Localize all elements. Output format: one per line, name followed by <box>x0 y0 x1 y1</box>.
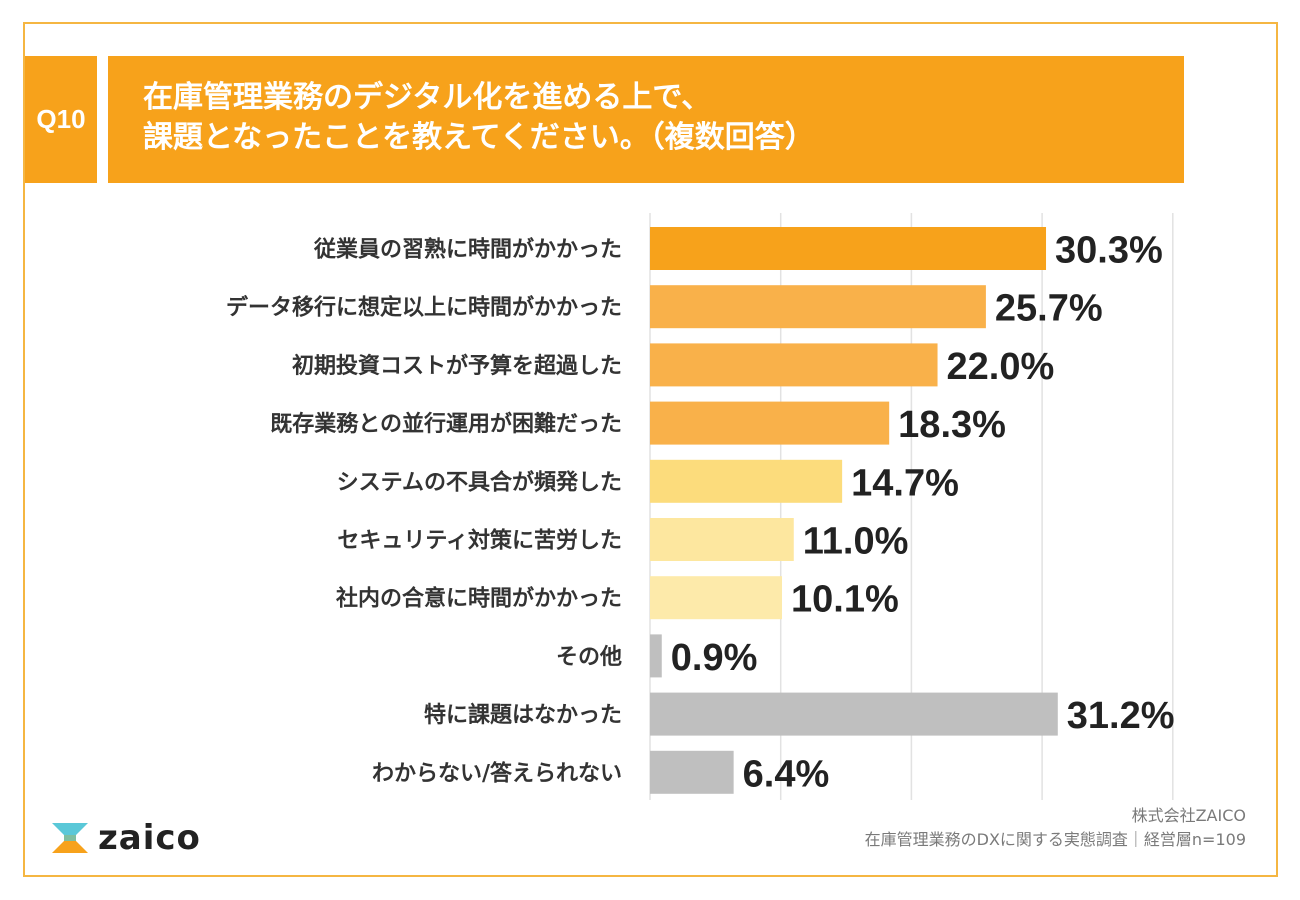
value-label: 10.1% <box>791 579 899 621</box>
bar <box>650 750 734 794</box>
value-label: 22.0% <box>947 346 1055 388</box>
question-title-line-1: 在庫管理業務のデジタル化を進める上で、 <box>143 80 712 115</box>
bar <box>650 343 938 387</box>
value-label: 6.4% <box>743 753 830 795</box>
bar <box>650 227 1047 270</box>
category-label: わからない/答えられない <box>372 760 622 786</box>
value-label: 25.7% <box>995 288 1103 330</box>
category-label: その他 <box>556 645 622 670</box>
bar <box>650 401 890 445</box>
bar <box>650 285 986 329</box>
value-label: 18.3% <box>898 404 1006 446</box>
question-title-line-2: 課題となったことを教えてください。（複数回答） <box>143 120 815 155</box>
value-label: 0.9% <box>671 637 758 679</box>
question-badge: Q10 <box>25 56 97 183</box>
value-label: 14.7% <box>851 462 959 504</box>
bar <box>650 692 1058 736</box>
source-survey: 在庫管理業務のDXに関する実態調査｜経営層n=109 <box>864 830 1246 849</box>
source-note: 株式会社ZAICO 在庫管理業務のDXに関する実態調査｜経営層n=109 <box>865 804 1246 852</box>
category-label: 初期投資コストが予算を超過した <box>292 353 622 379</box>
category-label: 既存業務との並行運用が困難だった <box>270 411 622 437</box>
value-label: 30.3% <box>1055 230 1163 272</box>
bar <box>650 576 783 620</box>
bar <box>650 634 662 678</box>
bar <box>650 459 843 503</box>
zaico-logo-icon <box>52 823 88 853</box>
value-label: 31.2% <box>1067 695 1175 737</box>
category-label: 従業員の習熟に時間がかかった <box>313 237 622 263</box>
question-title: 在庫管理業務のデジタル化を進める上で、 課題となったことを教えてください。（複数… <box>108 56 1184 183</box>
category-label: 社内の合意に時間がかかった <box>336 586 622 612</box>
category-label: データ移行に想定以上に時間がかかった <box>226 295 622 321</box>
bar <box>650 518 794 561</box>
category-label: システムの不具合が頻発した <box>337 469 622 495</box>
zaico-logo: zaico <box>52 818 201 858</box>
chart-frame <box>23 22 1278 877</box>
source-company: 株式会社ZAICO <box>1131 806 1246 825</box>
logo-text: zaico <box>98 818 201 858</box>
category-label: セキュリティ対策に苦労した <box>337 528 622 554</box>
value-label: 11.0% <box>803 521 909 563</box>
category-label: 特に課題はなかった <box>424 702 622 728</box>
